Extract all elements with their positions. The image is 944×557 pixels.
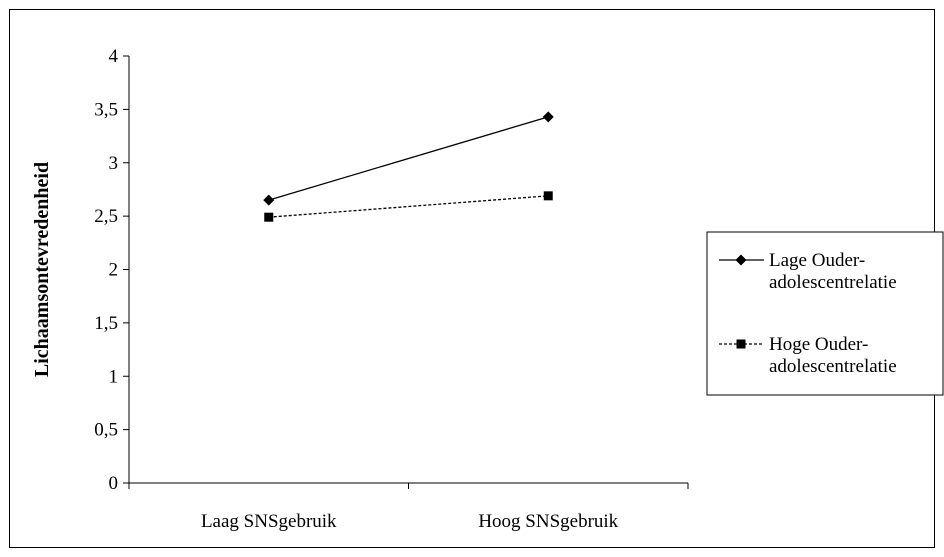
data-point (264, 212, 274, 222)
series-2 (264, 191, 553, 222)
y-tick-label: 4 (109, 46, 119, 67)
legend-entry-2: Hoge Ouder-adolescentrelatie (719, 334, 897, 377)
legend-label: adolescentrelatie (769, 272, 897, 293)
legend-marker (736, 339, 746, 349)
legend-entry-1: Lage Ouder-adolescentrelatie (719, 250, 897, 293)
y-tick-label: 1 (109, 366, 119, 387)
y-tick-label: 0 (109, 473, 119, 494)
series-1 (263, 111, 554, 206)
y-tick-label: 1,5 (94, 313, 118, 334)
legend-marker (735, 254, 747, 266)
x-tick-label: Laag SNSgebruik (201, 511, 337, 532)
y-tick-label: 3 (109, 153, 119, 174)
data-point (263, 194, 275, 206)
y-axis-label: Lichaamsontevredenheid (31, 162, 53, 377)
series-layer (263, 111, 554, 222)
data-point (542, 111, 554, 123)
x-ticks: Laag SNSgebruik Hoog SNSgebruik (128, 483, 689, 532)
y-tick-label: 3,5 (94, 99, 118, 120)
y-tick-label: 2 (109, 260, 119, 281)
y-ticks: 0 0,5 1 1,5 2 2,5 3 3,5 4 (94, 46, 129, 494)
data-point (543, 191, 553, 201)
legend-label: adolescentrelatie (769, 356, 897, 377)
y-tick-label: 2,5 (94, 206, 118, 227)
axes: 0 0,5 1 1,5 2 2,5 3 3,5 4 Laag SNSgebruik Hoog SN… (94, 46, 689, 532)
x-tick-label: Hoog SNSgebruik (478, 511, 618, 532)
y-tick-label: 0,5 (94, 420, 118, 441)
series-line (268, 195, 549, 218)
series-line (268, 116, 549, 201)
legend-label: Lage Ouder- (769, 250, 865, 271)
legend-label: Hoge Ouder- (769, 334, 868, 355)
legend-box (706, 231, 944, 396)
